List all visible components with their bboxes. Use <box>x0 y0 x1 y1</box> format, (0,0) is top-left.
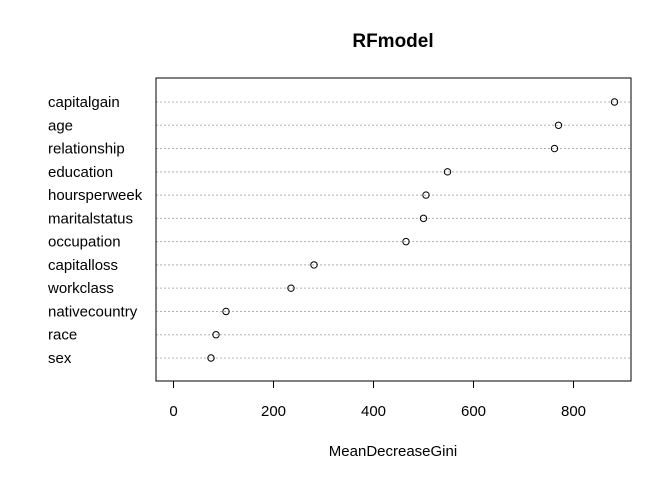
x-axis: 0 200 400 600 800 <box>169 380 586 420</box>
point-relationship <box>550 144 559 153</box>
category-label-capitalgain: capitalgain <box>48 94 120 111</box>
category-label-sex: sex <box>48 350 72 367</box>
category-label-occupation: occupation <box>48 234 121 251</box>
category-label-relationship: relationship <box>48 141 125 158</box>
point-age <box>554 121 563 129</box>
point-occupation <box>402 237 410 246</box>
x-tick-label-0: 0 <box>169 403 177 420</box>
plot-frame <box>155 77 632 382</box>
point-capitalloss <box>310 261 318 269</box>
category-label-maritalstatus: maritalstatus <box>48 210 133 227</box>
category-label-age: age <box>48 117 73 134</box>
chart-title: RFmodel <box>352 31 433 52</box>
category-labels: capitalgain age relationship education hours… <box>47 94 143 367</box>
point-race <box>212 331 220 339</box>
x-axis-title: MeanDecreaseGini <box>329 443 457 460</box>
category-label-race: race <box>48 327 77 344</box>
x-tick-label-600: 600 <box>461 403 486 420</box>
point-maritalstatus <box>419 214 428 223</box>
grid-lines <box>156 101 631 359</box>
category-label-nativecountry: nativecountry <box>48 303 138 320</box>
data-points <box>207 98 619 362</box>
x-tick-label-200: 200 <box>261 403 286 420</box>
category-label-hoursperweek: hoursperweek <box>48 187 143 204</box>
category-label-capitalloss: capitalloss <box>48 257 118 274</box>
point-education <box>443 168 452 176</box>
category-label-education: education <box>48 164 113 181</box>
x-tick-label-800: 800 <box>561 403 586 420</box>
point-sex <box>207 354 215 362</box>
category-label-workclass: workclass <box>47 280 114 297</box>
x-tick-label-400: 400 <box>361 403 386 420</box>
point-hoursperweek <box>422 191 430 199</box>
point-nativecountry <box>222 307 230 316</box>
point-workclass <box>287 284 295 292</box>
point-capitalgain <box>610 98 619 106</box>
